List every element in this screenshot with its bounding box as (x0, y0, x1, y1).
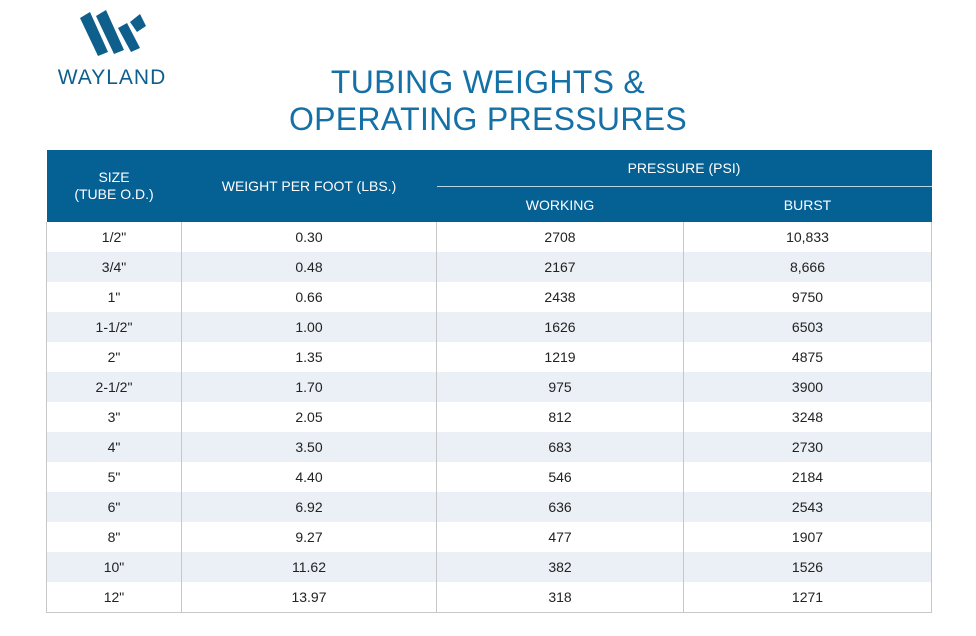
cell-burst: 8,666 (683, 252, 932, 282)
page-title: TUBING WEIGHTS & OPERATING PRESSURES (0, 64, 976, 138)
header-size-line2: (TUBE O.D.) (74, 186, 154, 202)
table-row: 8" 9.27 477 1907 (46, 522, 932, 552)
title-line-2: OPERATING PRESSURES (288, 101, 688, 137)
cell-working: 636 (436, 492, 684, 522)
cell-weight: 11.62 (181, 552, 437, 582)
cell-weight: 0.30 (181, 222, 437, 252)
cell-burst: 1271 (683, 582, 932, 613)
cell-burst: 2730 (683, 432, 932, 462)
cell-burst: 4875 (683, 342, 932, 372)
table-body: 1/2" 0.30 2708 10,833 3/4" 0.48 2167 8,666 1" 0.6… (46, 222, 932, 613)
cell-burst: 2543 (683, 492, 932, 522)
cell-working: 683 (436, 432, 684, 462)
table-row: 4" 3.50 683 2730 (46, 432, 932, 462)
cell-size: 12" (46, 582, 182, 613)
cell-working: 382 (436, 552, 684, 582)
cell-burst: 2184 (683, 462, 932, 492)
cell-weight: 4.40 (181, 462, 437, 492)
cell-working: 546 (436, 462, 684, 492)
cell-weight: 1.00 (181, 312, 437, 342)
cell-weight: 6.92 (181, 492, 437, 522)
cell-burst: 3248 (683, 402, 932, 432)
cell-weight: 1.35 (181, 342, 437, 372)
cell-size: 4" (46, 432, 182, 462)
wayland-logo: WAYLAND (36, 10, 188, 89)
title-line-1: TUBING WEIGHTS & (330, 64, 646, 100)
cell-weight: 2.05 (181, 402, 437, 432)
cell-working: 2708 (436, 222, 684, 252)
table-row: 2" 1.35 1219 4875 (46, 342, 932, 372)
table-row: 10" 11.62 382 1526 (46, 552, 932, 582)
cell-size: 2" (46, 342, 182, 372)
cell-burst: 1907 (683, 522, 932, 552)
cell-working: 2167 (436, 252, 684, 282)
cell-size: 1" (46, 282, 182, 312)
cell-working: 2438 (436, 282, 684, 312)
cell-burst: 9750 (683, 282, 932, 312)
table-row: 12" 13.97 318 1271 (46, 582, 932, 613)
cell-weight: 0.48 (181, 252, 437, 282)
table-row: 2-1/2" 1.70 975 3900 (46, 372, 932, 402)
cell-size: 10" (46, 552, 182, 582)
cell-weight: 1.70 (181, 372, 437, 402)
cell-burst: 1526 (683, 552, 932, 582)
cell-size: 8" (46, 522, 182, 552)
cell-size: 3/4" (46, 252, 182, 282)
table-row: 3" 2.05 812 3248 (46, 402, 932, 432)
cell-burst: 6503 (683, 312, 932, 342)
header-burst: BURST (683, 186, 932, 222)
cell-size: 3" (46, 402, 182, 432)
header-working: WORKING (436, 186, 684, 222)
cell-working: 975 (436, 372, 684, 402)
cell-burst: 10,833 (683, 222, 932, 252)
cell-weight: 0.66 (181, 282, 437, 312)
cell-weight: 9.27 (181, 522, 437, 552)
table-row: 3/4" 0.48 2167 8,666 (46, 252, 932, 282)
table-row: 6" 6.92 636 2543 (46, 492, 932, 522)
cell-size: 2-1/2" (46, 372, 182, 402)
cell-working: 1219 (436, 342, 684, 372)
header-pressure: PRESSURE (PSI) (436, 150, 932, 187)
table-row: 1" 0.66 2438 9750 (46, 282, 932, 312)
cell-working: 477 (436, 522, 684, 552)
table-row: 1-1/2" 1.00 1626 6503 (46, 312, 932, 342)
header-size-line1: SIZE (98, 169, 130, 185)
cell-size: 6" (46, 492, 182, 522)
tubing-table: SIZE (TUBE O.D.) WEIGHT PER FOOT (LBS.) … (46, 150, 932, 613)
header-size: SIZE (TUBE O.D.) (46, 150, 182, 222)
cell-weight: 3.50 (181, 432, 437, 462)
table-row: 5" 4.40 546 2184 (46, 462, 932, 492)
cell-burst: 3900 (683, 372, 932, 402)
cell-weight: 13.97 (181, 582, 437, 613)
wayland-mark-icon (80, 10, 146, 56)
cell-size: 5" (46, 462, 182, 492)
cell-working: 318 (436, 582, 684, 613)
cell-size: 1/2" (46, 222, 182, 252)
table-row: 1/2" 0.30 2708 10,833 (46, 222, 932, 252)
cell-working: 1626 (436, 312, 684, 342)
logo-wordmark: WAYLAND (57, 66, 167, 89)
header-weight: WEIGHT PER FOOT (LBS.) (181, 150, 437, 222)
cell-working: 812 (436, 402, 684, 432)
cell-size: 1-1/2" (46, 312, 182, 342)
